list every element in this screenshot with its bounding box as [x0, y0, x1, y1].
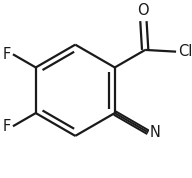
Text: O: O	[138, 4, 149, 19]
Text: N: N	[150, 125, 161, 140]
Text: F: F	[3, 47, 11, 62]
Text: Cl: Cl	[178, 44, 192, 59]
Text: F: F	[3, 119, 11, 134]
